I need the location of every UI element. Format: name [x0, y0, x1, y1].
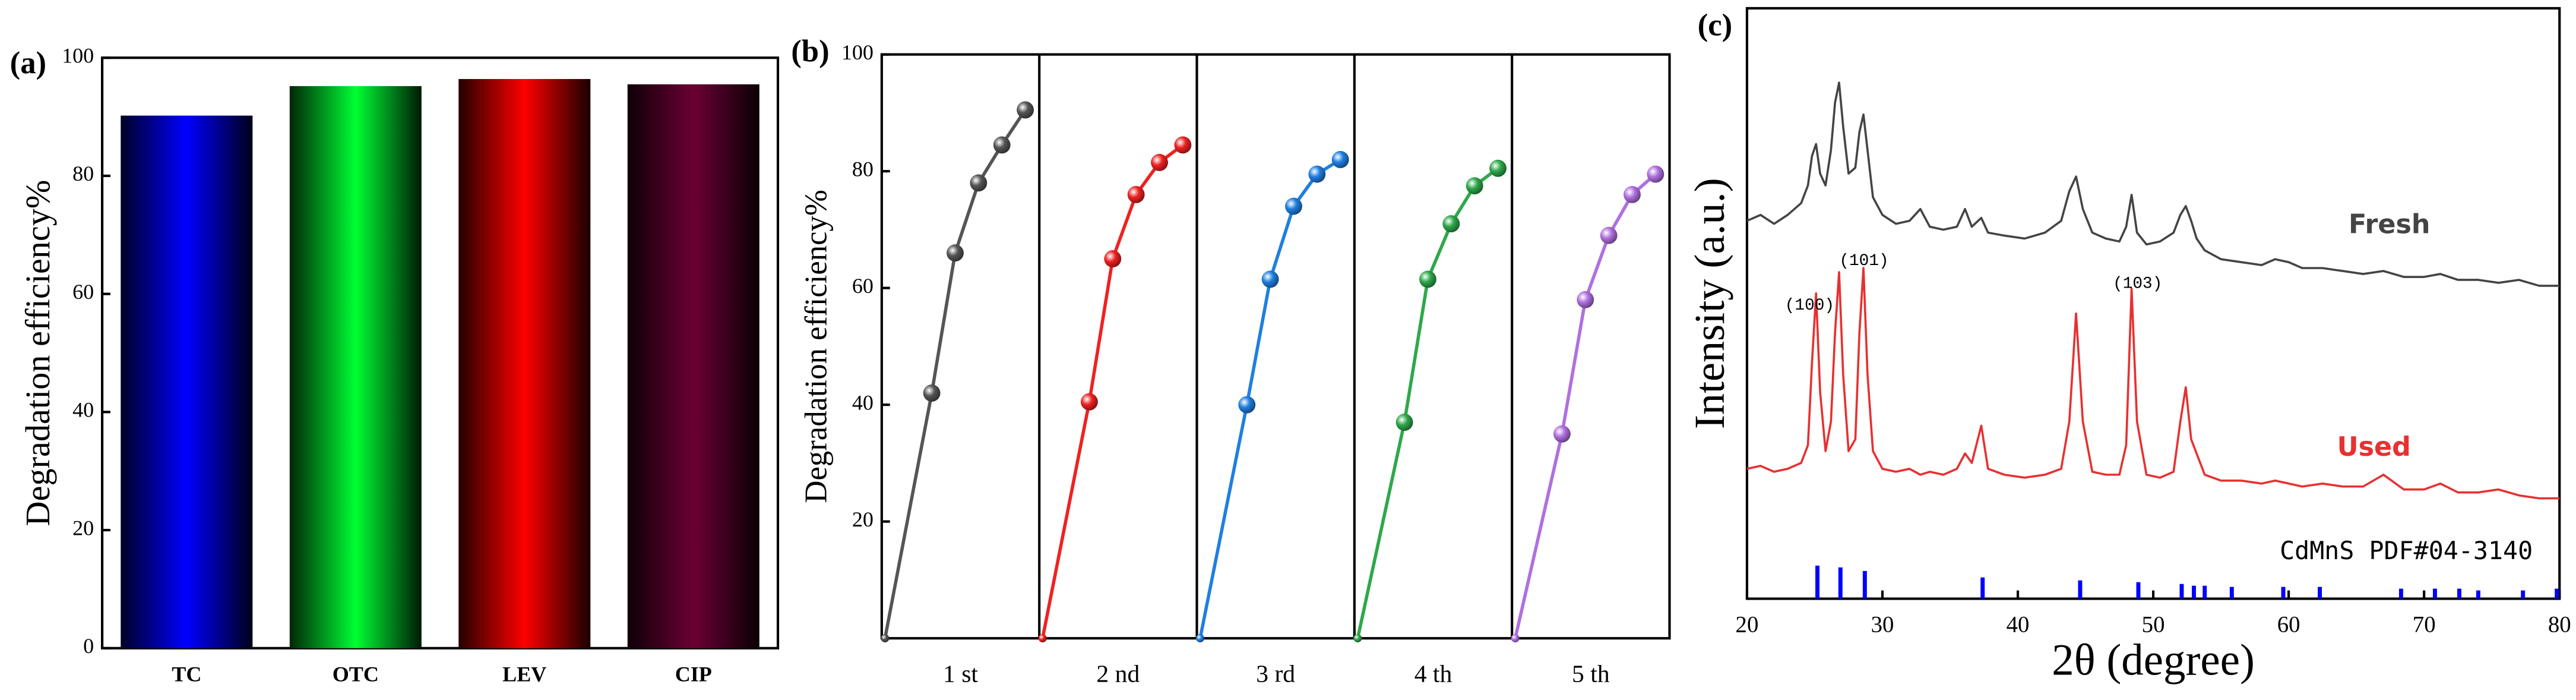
y-tick-label: 20 [852, 507, 874, 531]
x-tick-label: 80 [2548, 612, 2571, 638]
y-tick-label: 80 [72, 162, 94, 185]
marker [1151, 153, 1168, 171]
series-line [1198, 158, 1341, 639]
bar [289, 86, 422, 648]
marker [993, 136, 1011, 154]
x-tick-label: 40 [2007, 612, 2030, 638]
marker [1104, 250, 1122, 267]
x-tick-label: LEV [502, 662, 546, 686]
series-line [883, 109, 1027, 639]
x-tick-label: 70 [2413, 612, 2436, 638]
marker [1038, 634, 1047, 643]
plot-frame [100, 56, 780, 649]
marker [1331, 151, 1349, 168]
marker [1577, 291, 1594, 308]
facet-label: 5 th [1572, 661, 1610, 688]
y-tick-label: 80 [852, 157, 874, 181]
x-tick-label: 20 [1736, 612, 1759, 638]
plot-frame [1745, 7, 2561, 600]
marker [1308, 165, 1326, 183]
marker [1196, 634, 1204, 643]
y-tick-label: 60 [852, 274, 874, 298]
x-tick-label: TC [172, 662, 201, 686]
marker [1238, 396, 1256, 414]
series-line [1746, 81, 2560, 287]
marker [1600, 226, 1618, 244]
marker [1353, 634, 1362, 643]
x-tick-label: 60 [2277, 612, 2300, 638]
x-tick-label: CIP [675, 662, 712, 686]
y-tick-label: 0 [83, 634, 94, 658]
facet-label: 4 th [1414, 661, 1452, 688]
marker [881, 634, 890, 643]
plot-frame [880, 53, 1671, 640]
series-label: Fresh [2349, 209, 2431, 239]
marker [1017, 101, 1034, 119]
facet-label: 1 st [943, 661, 978, 688]
series-label: Used [2337, 432, 2411, 462]
y-tick-label: 40 [852, 390, 874, 414]
x-tick-label: OTC [333, 662, 379, 686]
marker [970, 174, 988, 192]
bar [458, 78, 591, 648]
marker [1127, 186, 1145, 203]
y-axis-title: Degradation efficiency% [18, 180, 57, 526]
y-tick-label: 20 [72, 516, 94, 540]
facet-label: 3 rd [1256, 661, 1295, 688]
marker [1419, 270, 1436, 288]
bar [627, 84, 759, 648]
marker [1489, 159, 1507, 177]
bar [121, 115, 253, 648]
reference-label: CdMnS PDF#04-3140 [2280, 536, 2533, 565]
marker [1285, 197, 1302, 215]
y-tick-label: 100 [841, 40, 874, 64]
marker [1080, 393, 1098, 411]
series-line [1513, 172, 1657, 639]
x-axis-title: 2θ (degree) [2052, 636, 2255, 685]
y-axis-title: Intensity (a.u.) [1686, 178, 1733, 429]
facet-label: 2 nd [1096, 661, 1140, 688]
panel-label: (c) [1698, 8, 1733, 42]
peak-annotation: (101) [1839, 252, 1888, 270]
peak-annotation: (103) [2113, 275, 2162, 294]
panel-label: (a) [10, 46, 46, 80]
marker [1553, 425, 1571, 443]
x-tick-label: 50 [2142, 612, 2165, 638]
x-tick-label: 30 [1871, 612, 1894, 638]
marker [1395, 414, 1413, 431]
y-axis-title: Degradation efficiency% [799, 190, 833, 503]
series-line [1356, 167, 1499, 639]
marker [1624, 186, 1641, 203]
marker [1261, 270, 1279, 288]
series-line [1746, 267, 2560, 500]
marker [1442, 215, 1460, 233]
marker [923, 384, 941, 402]
y-tick-label: 100 [62, 43, 94, 67]
marker [947, 244, 964, 262]
marker [1174, 136, 1192, 154]
y-tick-label: 60 [72, 280, 94, 304]
marker [1511, 634, 1520, 643]
panel-label: (b) [791, 34, 829, 69]
marker [1647, 165, 1664, 183]
marker [1466, 177, 1483, 195]
series-line [1040, 143, 1184, 639]
y-tick-label: 40 [72, 398, 94, 422]
peak-annotation: (100) [1785, 297, 1834, 315]
